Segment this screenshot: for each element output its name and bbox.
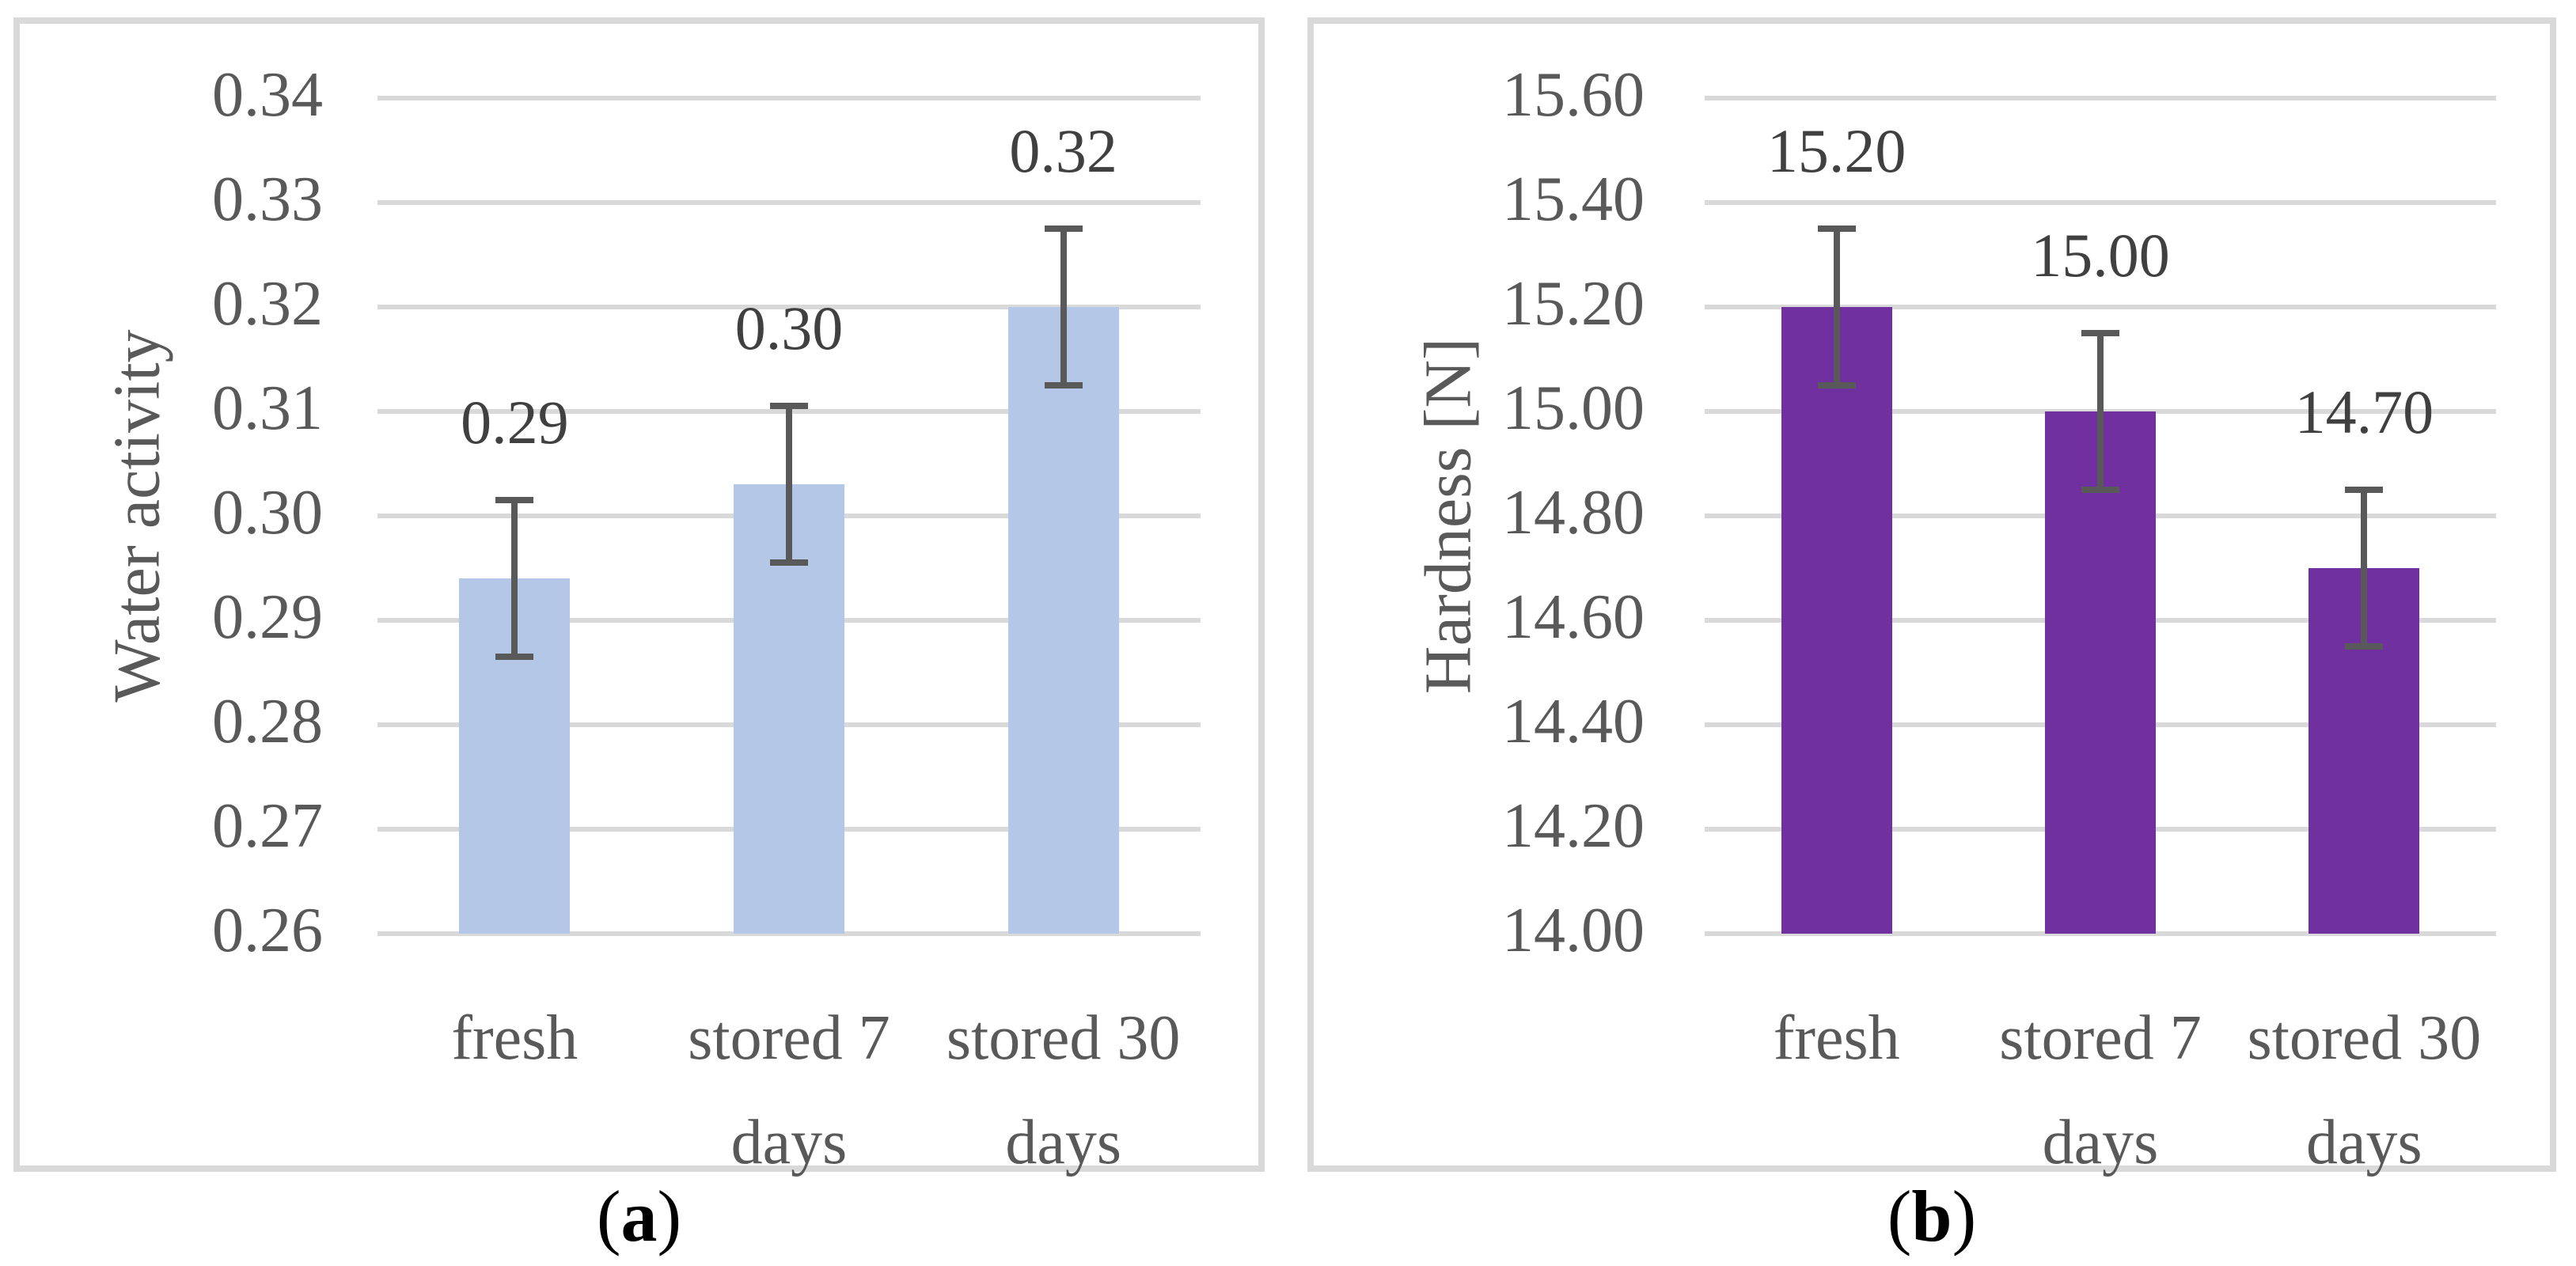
error-bar: [2361, 490, 2368, 646]
gridline: [377, 200, 1201, 205]
error-bar-cap: [1817, 382, 1856, 389]
y-tick-label: 14.20: [1502, 791, 1645, 861]
error-bar-cap: [1044, 226, 1083, 232]
category-label-line: fresh: [1773, 1003, 1900, 1073]
y-tick-label: 0.34: [212, 60, 323, 130]
bar: [1007, 307, 1119, 934]
caption-a: (a): [596, 1176, 682, 1257]
y-tick-label: 15.40: [1502, 165, 1645, 234]
error-bar: [1833, 229, 1840, 385]
y-tick-label: 0.27: [212, 791, 323, 861]
category-label-line: fresh: [451, 1003, 579, 1073]
error-bar-cap: [2345, 643, 2384, 650]
category-label-line: stored 30: [2247, 1003, 2482, 1073]
bar: [1781, 307, 1892, 934]
category-label: stored 7 days: [652, 986, 927, 1195]
error-bar-cap: [2345, 487, 2384, 493]
data-label: 0.29: [461, 388, 569, 457]
chart-panel-b: Hardness [N] 15.60 15.40 15.20 15.00 14.80 14…: [1307, 17, 2556, 1177]
error-bar: [2097, 333, 2104, 490]
gridline: [1705, 931, 2496, 936]
y-tick-label: 15.60: [1502, 60, 1645, 130]
data-label: 15.20: [1766, 116, 1906, 185]
category-label: fresh: [1705, 986, 1968, 1090]
y-tick-label: 15.00: [1502, 373, 1645, 443]
error-bar-cap: [770, 403, 808, 410]
chart-panel-a: Water activity 0.34 0.33 0.32 0.31 0.30 0.29 0…: [13, 17, 1265, 1177]
bar: [2045, 411, 2156, 934]
category-label-line: days: [730, 1108, 848, 1177]
category-label: stored 30 days: [2233, 986, 2496, 1195]
y-tick-label: 0.30: [212, 478, 323, 548]
gridline: [1705, 305, 2496, 309]
error-bar-cap: [495, 497, 534, 504]
error-bar-cap: [770, 559, 808, 567]
plot-area-b: 15.20 15.00 14.70: [1705, 96, 2496, 936]
gridline: [1705, 200, 2496, 205]
caption-b: (b): [1887, 1176, 1977, 1257]
category-label-line: days: [2306, 1108, 2422, 1177]
data-label: 0.32: [1009, 116, 1117, 185]
category-label-line: days: [2042, 1108, 2159, 1177]
category-label: stored 30 days: [926, 986, 1201, 1195]
gridline: [377, 305, 1201, 309]
category-label: fresh: [377, 986, 652, 1090]
category-label: stored 7 days: [1968, 986, 2232, 1195]
category-label-line: days: [1005, 1108, 1121, 1177]
gridline: [1705, 96, 2496, 100]
y-tick-label: 0.29: [212, 582, 323, 652]
error-bar-cap: [2081, 487, 2119, 493]
y-tick-label: 0.32: [212, 269, 323, 339]
y-tick-label: 14.80: [1502, 478, 1645, 548]
data-label: 15.00: [2031, 221, 2170, 290]
error-bar: [1060, 229, 1067, 385]
gridline: [377, 931, 1201, 936]
y-tick-label: 0.28: [212, 687, 323, 756]
y-axis-tick-labels: 15.60 15.40 15.20 15.00 14.80 14.60 14.40 14.20…: [1314, 24, 1645, 1166]
y-tick-label: 0.31: [212, 373, 323, 443]
y-tick-label: 14.40: [1502, 687, 1645, 756]
plot-area-a: 0.29 0.30 0.32: [377, 96, 1201, 936]
category-label-line: stored 7: [1999, 1003, 2202, 1073]
y-tick-label: 14.60: [1502, 582, 1645, 652]
error-bar-cap: [1817, 226, 1856, 232]
category-label-line: stored 30: [946, 1003, 1181, 1073]
y-tick-label: 0.26: [212, 896, 323, 965]
gridline: [377, 96, 1201, 100]
data-label: 14.70: [2294, 377, 2434, 446]
y-axis-tick-labels: 0.34 0.33 0.32 0.31 0.30 0.29 0.28 0.27 0.26: [20, 24, 323, 1166]
error-bar: [511, 500, 518, 658]
y-tick-label: 0.33: [212, 165, 323, 234]
data-label: 0.30: [734, 294, 844, 363]
category-label-line: stored 7: [688, 1003, 890, 1073]
error-bar: [786, 406, 792, 563]
y-tick-label: 15.20: [1502, 269, 1645, 339]
error-bar-cap: [2081, 330, 2119, 336]
error-bar-cap: [495, 654, 534, 661]
error-bar-cap: [1044, 382, 1083, 389]
y-tick-label: 14.00: [1502, 896, 1645, 965]
